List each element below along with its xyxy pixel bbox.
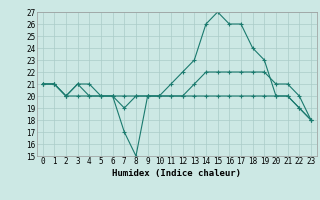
X-axis label: Humidex (Indice chaleur): Humidex (Indice chaleur) <box>112 169 241 178</box>
